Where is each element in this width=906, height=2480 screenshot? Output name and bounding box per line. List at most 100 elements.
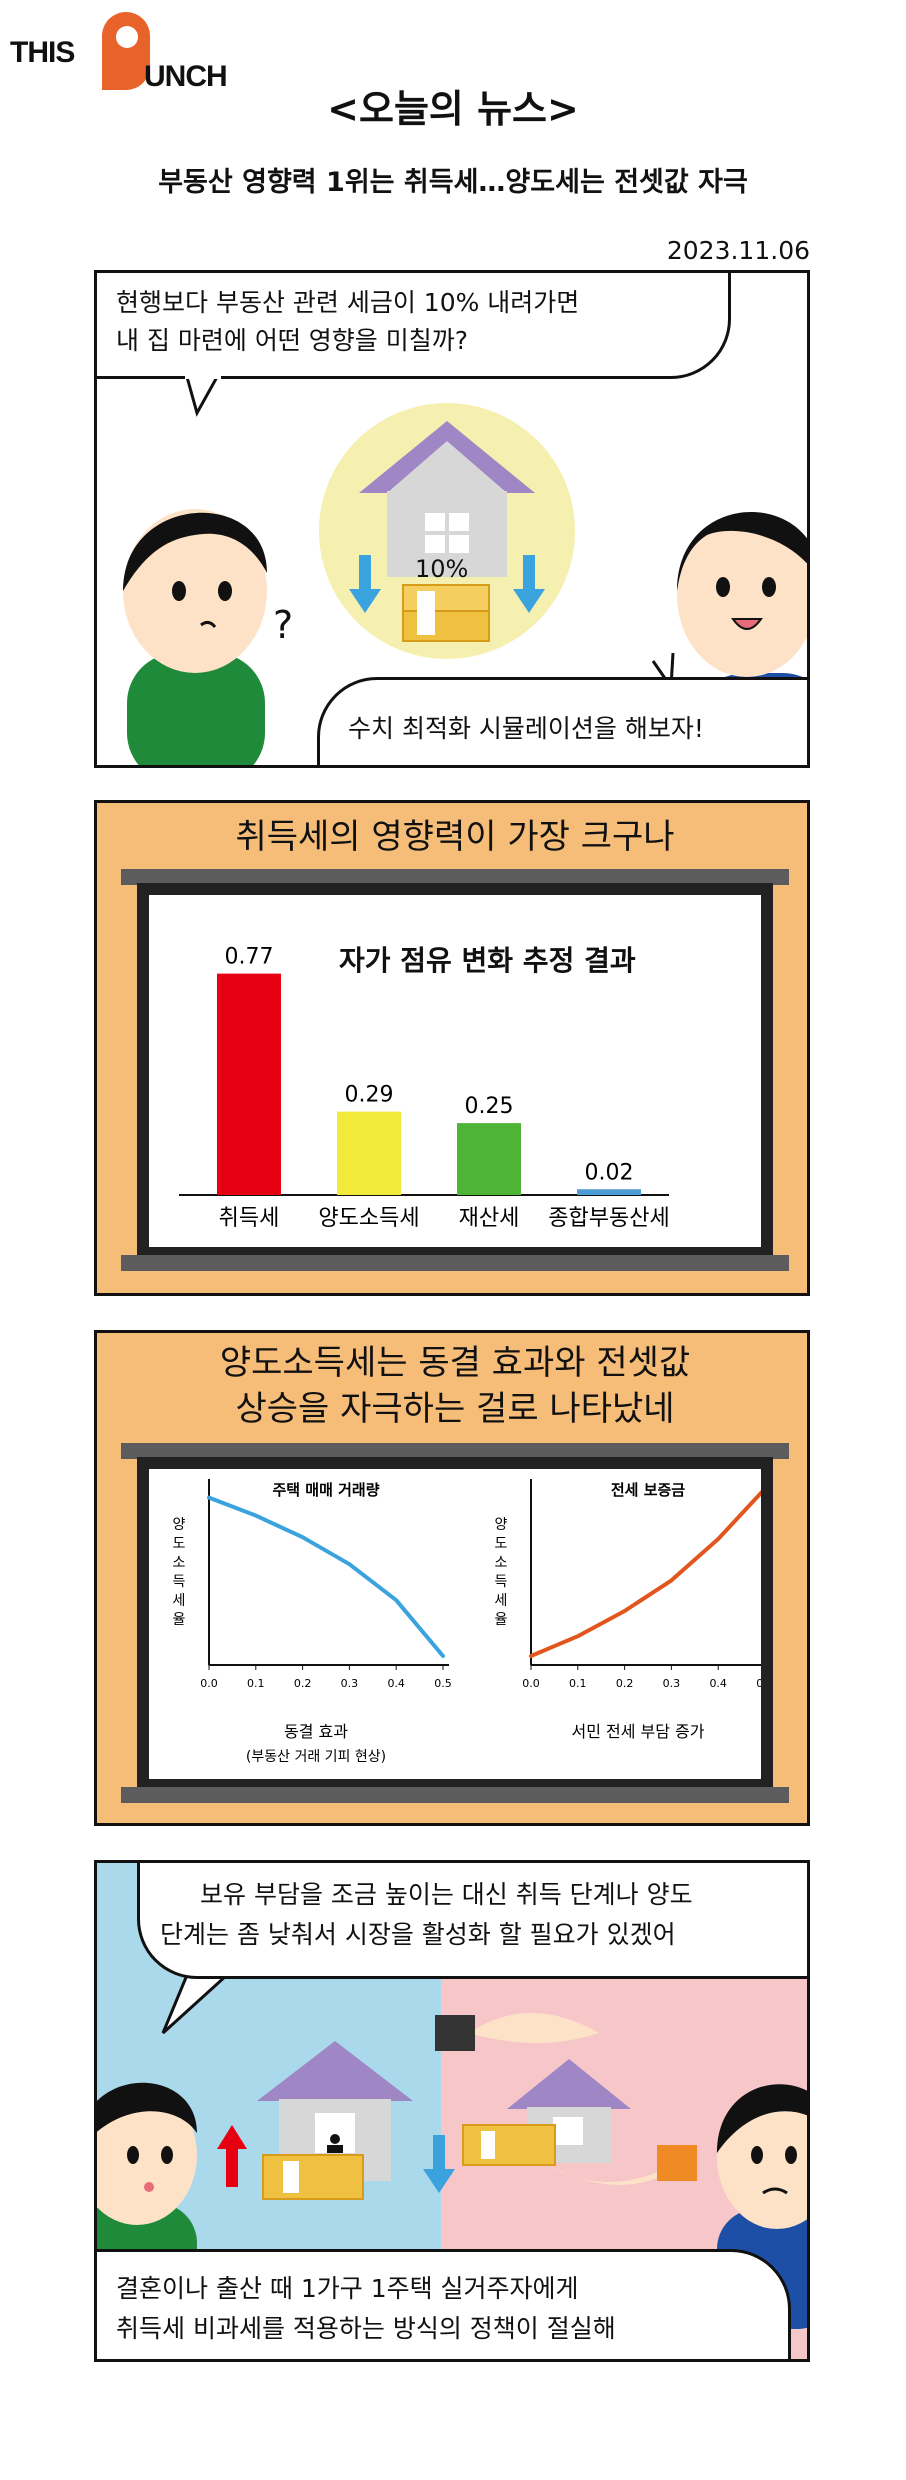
x-tick-label: 0.2: [294, 1677, 312, 1690]
bar-chart: 0.77 취득세 0.29 양도소득세 0.25 재산세 0.02 종합부동산세: [179, 945, 670, 1231]
panel-2: 취득세의 영향력이 가장 크구나 자가 점유 변화 추정 결과 0.77 취득세 0…: [94, 800, 810, 1296]
bar-value-label: 0.29: [345, 1083, 394, 1108]
date-label: 2023.11.06: [666, 236, 810, 265]
money-band-right: [481, 2131, 495, 2159]
down-arrow-left-shaft: [359, 555, 371, 591]
x-tick-label: 0.3: [341, 1677, 359, 1690]
bubble-top-line-2: 내 집 마련에 어떤 영향을 미칠까?: [116, 326, 469, 355]
bubble-tail-cover: [185, 373, 221, 379]
bubble-top-line-2: 단계는 좀 낮춰서 시장을 활성화 할 필요가 있겠어: [160, 1920, 676, 1949]
boy-left-eye-1: [172, 581, 186, 601]
bar-category-label: 취득세: [219, 1206, 280, 1231]
y-axis-label-char: 도: [495, 1536, 508, 1552]
line-chart-board: 0.0 0.1 0.2 0.3 0.4 0.5 주택 매매 거래량 양 도 소 득 세 율 동결 효과 (부…: [137, 1457, 773, 1791]
up-arrow-shaft: [226, 2147, 238, 2187]
y-axis-label-char: 양: [173, 1517, 186, 1533]
bubble-bottom-line-1: 결혼이나 출산 때 1가구 1주택 실거주자에게: [116, 2274, 579, 2303]
boy-left-mouth: [144, 2182, 154, 2192]
boy-right-hair: [677, 512, 807, 591]
panel-4: 보유 부담을 조금 높이는 대신 취득 단계나 양도 단계는 좀 낮춰서 시장을…: [94, 1860, 810, 2362]
bar-value-label: 0.25: [465, 1094, 514, 1119]
house-right-window-icon: [553, 2117, 583, 2145]
boy-left-eye-1: [127, 2146, 139, 2164]
speech-bubble-top: 현행보다 부동산 관련 세금이 10% 내려가면 내 집 마련에 어떤 영향을 …: [97, 273, 731, 379]
boy-right-face: [677, 513, 807, 677]
house-left-roof-icon: [257, 2041, 413, 2101]
x-tick-label: 0.4: [387, 1677, 405, 1690]
down-arrow-right-shaft: [523, 555, 535, 591]
bar-3: [457, 1123, 521, 1195]
money-band-left: [283, 2161, 299, 2193]
x-tick-label: 0.2: [616, 1677, 634, 1690]
bubble-bottom-text: 수치 최적화 시뮬레이션을 해보자!: [348, 714, 704, 743]
bar-category-label: 종합부동산세: [548, 1206, 669, 1231]
speech-bubble-bottom: 수치 최적화 시뮬레이션을 해보자!: [317, 677, 807, 765]
logo-this-text: THIS: [10, 36, 75, 69]
panel-1: 현행보다 부동산 관련 세금이 10% 내려가면 내 집 마련에 어떤 영향을 …: [94, 270, 810, 768]
house-right-roof-icon: [507, 2059, 631, 2109]
x-axis-label: 동결 효과: [284, 1722, 348, 1741]
y-axis-label-char: 양: [495, 1517, 508, 1533]
person-icon-body: [327, 2145, 343, 2153]
money-stack-top: [402, 584, 490, 612]
money-stack-icon: [402, 606, 490, 642]
x-tick-label: 0.5: [434, 1677, 452, 1690]
x-tick-label: 0.0: [522, 1677, 540, 1690]
boy-right-mouth: [731, 618, 763, 630]
speech-bubble-top: 보유 부담을 조금 높이는 대신 취득 단계나 양도 단계는 좀 낮춰서 시장을…: [137, 1863, 807, 1979]
bar-value-label: 0.02: [585, 1160, 634, 1185]
y-axis-label-char: 득: [495, 1574, 508, 1590]
bubble-top-line-1: 현행보다 부동산 관련 세금이 10% 내려가면: [116, 288, 580, 317]
money-band: [417, 591, 435, 635]
x-tick-label: 0.1: [569, 1677, 587, 1690]
boy-left-eye-2: [161, 2146, 173, 2164]
x-tick-label: 0.3: [663, 1677, 681, 1690]
x-tick-label: 0.0: [200, 1677, 218, 1690]
percent-label: 10%: [415, 555, 469, 583]
y-axis-label-char: 소: [173, 1555, 186, 1571]
boy-left-face: [123, 509, 267, 673]
y-axis-label-char: 도: [173, 1536, 186, 1552]
chart-title: 자가 점유 변화 추정 결과: [339, 944, 636, 977]
this-punch-logo: THIS UNCH: [10, 6, 240, 96]
down-arrow-shaft: [433, 2135, 445, 2171]
x-tick-label: 0.5: [756, 1677, 761, 1690]
money-stack-left-icon: [262, 2154, 364, 2200]
question-mark: ?: [273, 603, 294, 647]
logo-p-fist-icon: [116, 26, 138, 48]
board-top-bar: [121, 1443, 789, 1459]
person-icon: [330, 2134, 340, 2144]
down-arrow-icon: [423, 2169, 455, 2193]
bar-category-label: 양도소득세: [318, 1206, 419, 1231]
boy-left-shirt: [127, 653, 265, 765]
sleeve-orange-icon: [657, 2145, 697, 2181]
boy-left-hair: [123, 512, 267, 591]
x-axis-label: 서민 전세 부담 증가: [571, 1722, 704, 1741]
board-top-bar: [121, 869, 789, 885]
page-subtitle: 부동산 영향력 1위는 취득세…양도세는 전셋값 자극: [158, 167, 748, 198]
series-line: [529, 1489, 761, 1658]
down-arrow-right-icon: [513, 589, 545, 613]
bar-value-label: 0.77: [225, 945, 274, 970]
panel-3-caption-line-1: 양도소득세는 동결 효과와 전셋값: [219, 1343, 691, 1383]
y-axis-label-char: 세: [173, 1593, 186, 1609]
y-axis-label-char: 율: [173, 1612, 186, 1628]
panel-3: 양도소득세는 동결 효과와 전셋값 상승을 자극하는 걸로 나타났네 0.0 0.…: [94, 1330, 810, 1826]
y-axis-label-char: 율: [495, 1612, 508, 1628]
x-tick-label: 0.1: [247, 1677, 264, 1690]
boy-right-hair: [717, 2084, 807, 2153]
logo-unch-text: UNCH: [144, 60, 228, 93]
page-title: <오늘의 뉴스>: [327, 87, 579, 131]
series-line: [207, 1495, 445, 1658]
boy-right-eye-2: [785, 2146, 797, 2164]
bar-4: [577, 1189, 641, 1195]
bar-2: [337, 1111, 401, 1195]
x-tick-label: 0.4: [709, 1677, 727, 1690]
bubble-tail: [161, 1973, 231, 2035]
boy-right-mouth: [762, 2187, 788, 2195]
logo-p-shape: [102, 12, 150, 90]
money-stack-right-icon: [462, 2124, 556, 2166]
boy-right-eye-1: [716, 577, 730, 597]
line-chart-title: 전세 보증금: [611, 1481, 685, 1499]
